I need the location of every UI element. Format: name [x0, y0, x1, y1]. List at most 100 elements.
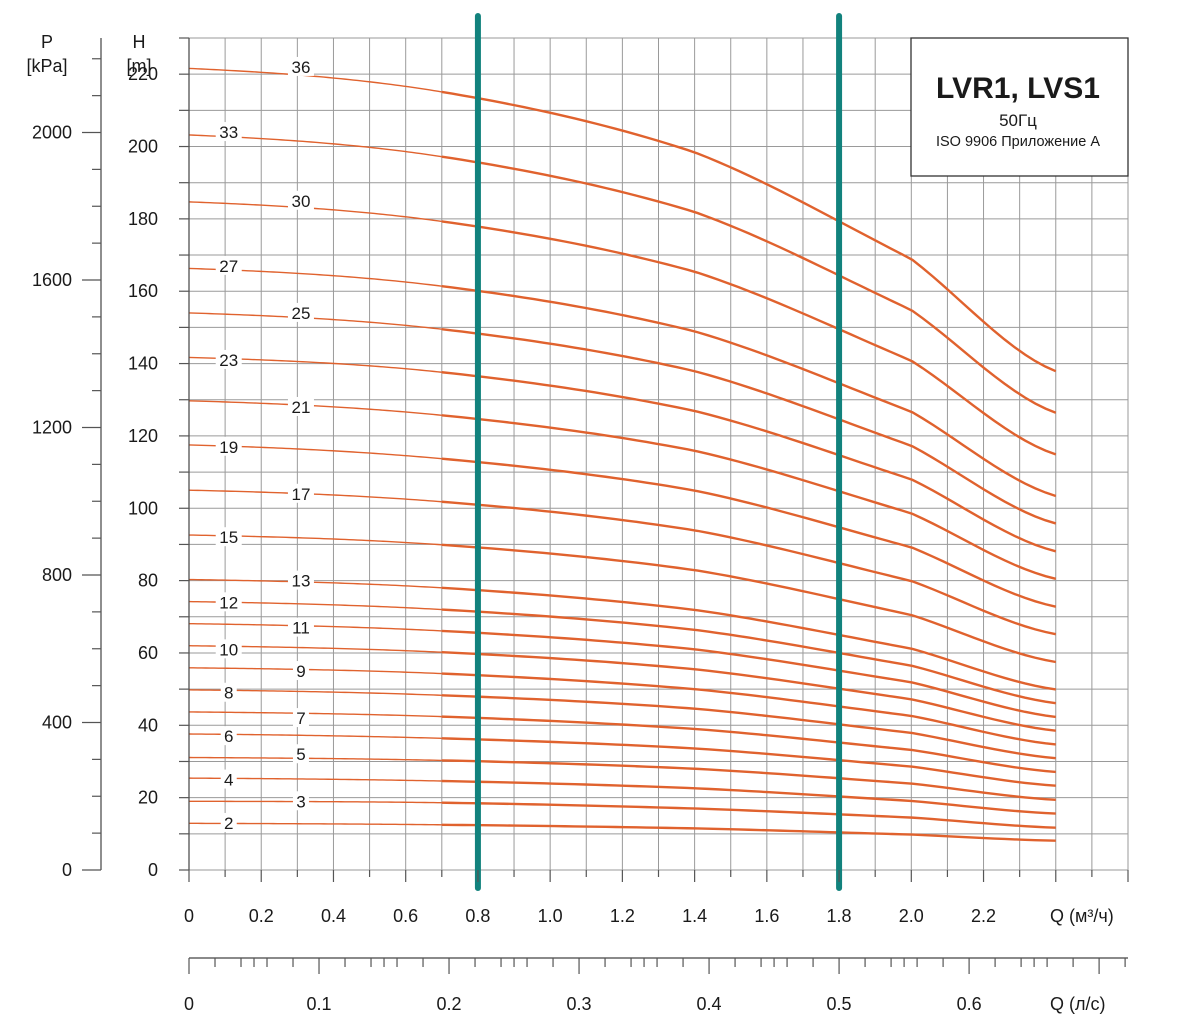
stage-label-bg — [220, 769, 237, 789]
y-tick-label: 60 — [138, 643, 158, 663]
x-axis-title: Q (м³/ч) — [1050, 906, 1114, 926]
stage-label-bg — [215, 255, 242, 275]
curve-lead-3 — [188, 800, 442, 804]
x2-axis-title: Q (л/с) — [1050, 994, 1106, 1014]
curve-stage-3 — [441, 801, 1056, 829]
y-tick-label: 180 — [128, 209, 158, 229]
x2-tick-label: 0.3 — [567, 994, 592, 1014]
curve-lead-17 — [188, 489, 442, 503]
stage-label-9: 9 — [296, 662, 305, 681]
curve-stage-12 — [441, 608, 1056, 705]
stage-label-bg — [215, 436, 242, 456]
curve-stage-23 — [441, 371, 1057, 553]
curve-lead-25 — [188, 312, 442, 330]
stage-label-7: 7 — [296, 709, 305, 728]
stage-label-10: 10 — [219, 640, 238, 659]
stage-label-33: 33 — [219, 123, 238, 142]
curve-lead-5 — [188, 756, 442, 762]
stage-label-11: 11 — [292, 619, 310, 638]
x-tick-label: 2.0 — [899, 906, 924, 926]
stage-label-bg — [215, 527, 242, 547]
x-tick-label: 1.0 — [538, 906, 563, 926]
curve-lead-11 — [188, 622, 442, 632]
y-tick-label: 0 — [148, 860, 158, 880]
axes: 0204060801001201401601802002200400800120… — [32, 37, 1129, 1014]
curve-stage-30 — [441, 220, 1057, 456]
y2-tick-label: 0 — [62, 860, 72, 880]
curve-stage-15 — [441, 543, 1056, 664]
curve-lead-13 — [188, 578, 442, 589]
y2-tick-label: 400 — [42, 713, 72, 733]
stage-label-bg — [292, 744, 309, 764]
curve-stage-33 — [441, 155, 1057, 414]
curve-stage-19 — [441, 457, 1057, 608]
stage-label-bg — [215, 122, 242, 142]
chart-title: LVR1, LVS1 — [936, 72, 1100, 105]
stage-labels: 36 33 30 27 25 23 21 19 17 15 13 12 11 10 9 8 7 6 5 4 3 2 — [215, 56, 314, 833]
y2-tick-label: 1600 — [32, 270, 72, 290]
x-tick-label: 0.6 — [393, 906, 418, 926]
x-tick-label: 2.2 — [971, 906, 996, 926]
curve-stage-4 — [441, 779, 1056, 815]
curve-stage-5 — [441, 759, 1056, 802]
y-tick-label: 40 — [138, 715, 158, 735]
curve-stage-8 — [441, 694, 1056, 760]
stage-label-3: 3 — [296, 792, 305, 811]
x-tick-label: 1.8 — [827, 906, 852, 926]
curve-stage-25 — [441, 328, 1057, 525]
curve-stage-27 — [441, 284, 1057, 498]
stage-label-21: 21 — [291, 398, 310, 417]
y-tick-label: 160 — [128, 281, 158, 301]
stage-label-19: 19 — [219, 438, 238, 457]
stage-label-2: 2 — [224, 814, 233, 833]
stage-label-4: 4 — [224, 771, 233, 790]
curve-stage-6 — [441, 737, 1056, 787]
stage-label-bg — [287, 302, 314, 322]
chart-title-box: LVR1, LVS1 50Гц ISO 9906 Приложение А — [910, 37, 1129, 177]
x2-tick-label: 0.2 — [437, 994, 462, 1014]
title-box-frame — [910, 37, 1129, 177]
chart-standard: ISO 9906 Приложение А — [936, 134, 1100, 150]
stage-label-5: 5 — [296, 745, 305, 764]
stage-label-25: 25 — [291, 304, 310, 323]
x-tick-label: 0.2 — [249, 906, 274, 926]
y-tick-label: 80 — [138, 571, 158, 591]
x2-tick-label: 0.1 — [306, 994, 331, 1014]
operating-markers — [474, 13, 843, 891]
y2-tick-label: 1200 — [32, 418, 72, 438]
stage-label-bg — [287, 617, 314, 637]
stage-label-bg — [215, 592, 242, 612]
stage-label-bg — [287, 56, 314, 76]
stage-label-bg — [287, 190, 314, 210]
curve-stage-17 — [441, 500, 1057, 636]
y2-axis-title: P — [41, 32, 53, 52]
x-tick-label: 1.4 — [682, 906, 707, 926]
stage-label-8: 8 — [224, 684, 233, 703]
stage-label-bg — [287, 483, 314, 503]
stage-label-bg — [292, 708, 309, 728]
curve-stage-7 — [441, 715, 1056, 774]
stage-label-12: 12 — [219, 593, 238, 612]
y-axis-unit: [m] — [127, 56, 152, 76]
stage-label-bg — [292, 791, 309, 811]
stage-label-bg — [220, 812, 237, 832]
y2-axis-unit: [kPa] — [26, 56, 67, 76]
y2-tick-label: 800 — [42, 565, 72, 585]
x-tick-label: 0 — [184, 906, 194, 926]
curve-stage-10 — [441, 651, 1056, 732]
y-tick-label: 220 — [128, 64, 158, 84]
curve-stage-2 — [441, 823, 1056, 842]
curve-lead-36 — [188, 67, 442, 93]
curve-stage-9 — [441, 672, 1056, 746]
y-axis-title: H — [133, 32, 146, 52]
stage-label-23: 23 — [219, 351, 238, 370]
stage-label-36: 36 — [291, 58, 310, 77]
stage-label-bg — [292, 661, 309, 681]
y-tick-label: 200 — [128, 137, 158, 157]
x2-tick-label: 0.5 — [827, 994, 852, 1014]
stage-label-17: 17 — [291, 485, 310, 504]
performance-curves — [188, 67, 1057, 842]
y-tick-label: 140 — [128, 354, 158, 374]
stage-label-13: 13 — [291, 572, 310, 591]
